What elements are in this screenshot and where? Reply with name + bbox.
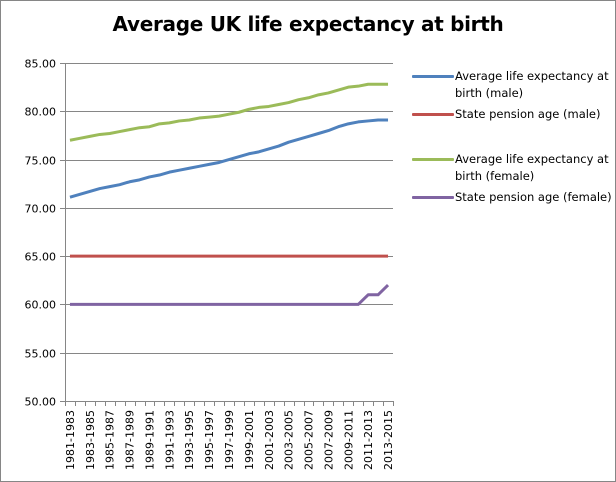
legend-label: State pension age (male) — [455, 107, 601, 121]
legend-swatch-female-life-expectancy — [412, 158, 454, 161]
y-tick-label: 55.00 — [25, 348, 57, 361]
x-tick-label: 1997-1999 — [223, 410, 236, 470]
legend-item-female-life-expectancy: Average life expectancy at birth (female… — [412, 151, 612, 185]
series-line-male-life-expectancy — [69, 118, 389, 199]
x-tick-label: 1983-1985 — [84, 410, 97, 470]
y-tick-label: 70.00 — [25, 203, 57, 216]
x-tick-label: 2013-2015 — [382, 410, 395, 470]
x-tick-label: 2011-2013 — [362, 410, 375, 470]
y-tick-label: 50.00 — [25, 396, 57, 409]
legend-item-male-life-expectancy: Average life expectancy at birth (male) — [412, 68, 612, 102]
legend-item-female-pension-age: State pension age (female) — [412, 189, 612, 206]
y-tick-label: 60.00 — [25, 299, 57, 312]
y-tick-label: 75.00 — [25, 155, 57, 168]
x-tick-label: 1985-1987 — [104, 410, 117, 470]
x-tick-label: 2001-2003 — [263, 410, 276, 470]
x-tick-label: 1991-1993 — [163, 410, 176, 470]
x-tick-label: 1981-1983 — [64, 410, 77, 470]
legend-label: Average life expectancy at birth (female… — [455, 152, 609, 183]
x-tick-label: 1993-1995 — [183, 410, 196, 470]
y-tick-label: 65.00 — [25, 251, 57, 264]
legend-swatch-male-pension-age — [412, 113, 454, 116]
x-tick-label: 1999-2001 — [243, 410, 256, 470]
legend-label: State pension age (female) — [455, 190, 612, 204]
chart-legend: Average life expectancy at birth (male) … — [412, 68, 612, 206]
legend-label: Average life expectancy at birth (male) — [455, 69, 609, 100]
legend-swatch-male-life-expectancy — [412, 75, 454, 78]
x-tick-label: 2003-2005 — [283, 410, 296, 470]
legend-swatch-female-pension-age — [412, 196, 454, 199]
x-tick-label: 2009-2011 — [342, 410, 355, 470]
series-line-female-pension-age — [69, 284, 390, 306]
legend-item-male-pension-age: State pension age (male) — [412, 106, 612, 123]
chart-title: Average UK life expectancy at birth — [112, 12, 504, 36]
y-tick-label: 80.00 — [25, 106, 57, 119]
x-tick-label: 2005-2007 — [303, 410, 316, 470]
x-tick-label: 1989-1991 — [143, 410, 156, 470]
x-tick-label: 1987-1989 — [124, 410, 137, 470]
y-tick-label: 85.00 — [25, 58, 57, 71]
series-line-female-life-expectancy — [69, 82, 389, 142]
x-tick-label: 2007-2009 — [322, 410, 335, 470]
x-tick-label: 1995-1997 — [203, 410, 216, 470]
